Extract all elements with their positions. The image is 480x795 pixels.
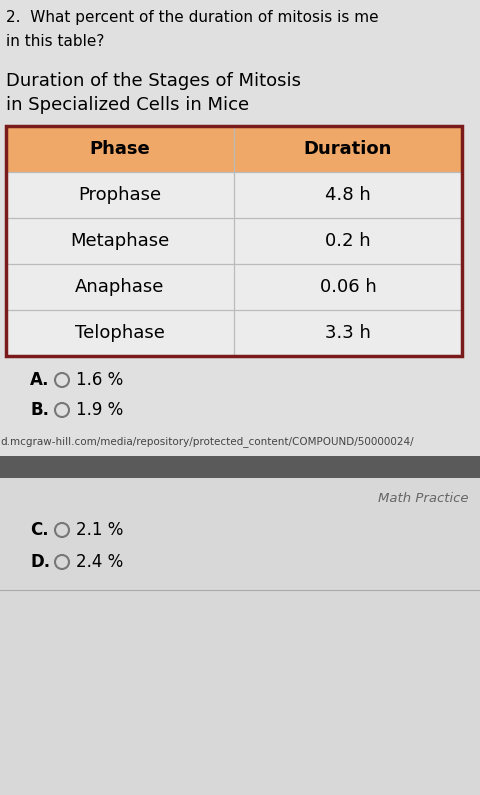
Text: Anaphase: Anaphase bbox=[75, 278, 165, 296]
Text: 3.3 h: 3.3 h bbox=[325, 324, 371, 342]
Text: Prophase: Prophase bbox=[78, 186, 162, 204]
Text: Metaphase: Metaphase bbox=[71, 232, 169, 250]
Text: 0.2 h: 0.2 h bbox=[325, 232, 371, 250]
Text: 2.4 %: 2.4 % bbox=[76, 553, 123, 571]
Text: Math Practice: Math Practice bbox=[377, 492, 468, 505]
Text: 2.  What percent of the duration of mitosis is me: 2. What percent of the duration of mitos… bbox=[6, 10, 379, 25]
Text: 4.8 h: 4.8 h bbox=[325, 186, 371, 204]
Text: B.: B. bbox=[30, 401, 49, 419]
Text: 2.1 %: 2.1 % bbox=[76, 521, 123, 539]
Text: 1.6 %: 1.6 % bbox=[76, 371, 123, 389]
Text: Telophase: Telophase bbox=[75, 324, 165, 342]
Text: in this table?: in this table? bbox=[6, 34, 104, 49]
FancyBboxPatch shape bbox=[6, 172, 462, 218]
Text: 0.06 h: 0.06 h bbox=[320, 278, 376, 296]
Text: in Specialized Cells in Mice: in Specialized Cells in Mice bbox=[6, 96, 249, 114]
Text: C.: C. bbox=[30, 521, 48, 539]
Text: Phase: Phase bbox=[90, 140, 150, 158]
Text: d.mcgraw-hill.com/media/repository/protected_content/COMPOUND/50000024/: d.mcgraw-hill.com/media/repository/prote… bbox=[0, 436, 414, 447]
Text: Duration: Duration bbox=[304, 140, 392, 158]
FancyBboxPatch shape bbox=[0, 456, 480, 478]
Text: D.: D. bbox=[30, 553, 50, 571]
FancyBboxPatch shape bbox=[6, 264, 462, 310]
FancyBboxPatch shape bbox=[6, 126, 462, 172]
FancyBboxPatch shape bbox=[0, 478, 480, 795]
FancyBboxPatch shape bbox=[6, 310, 462, 356]
Text: 1.9 %: 1.9 % bbox=[76, 401, 123, 419]
FancyBboxPatch shape bbox=[6, 218, 462, 264]
Text: A.: A. bbox=[30, 371, 49, 389]
Text: Duration of the Stages of Mitosis: Duration of the Stages of Mitosis bbox=[6, 72, 301, 90]
